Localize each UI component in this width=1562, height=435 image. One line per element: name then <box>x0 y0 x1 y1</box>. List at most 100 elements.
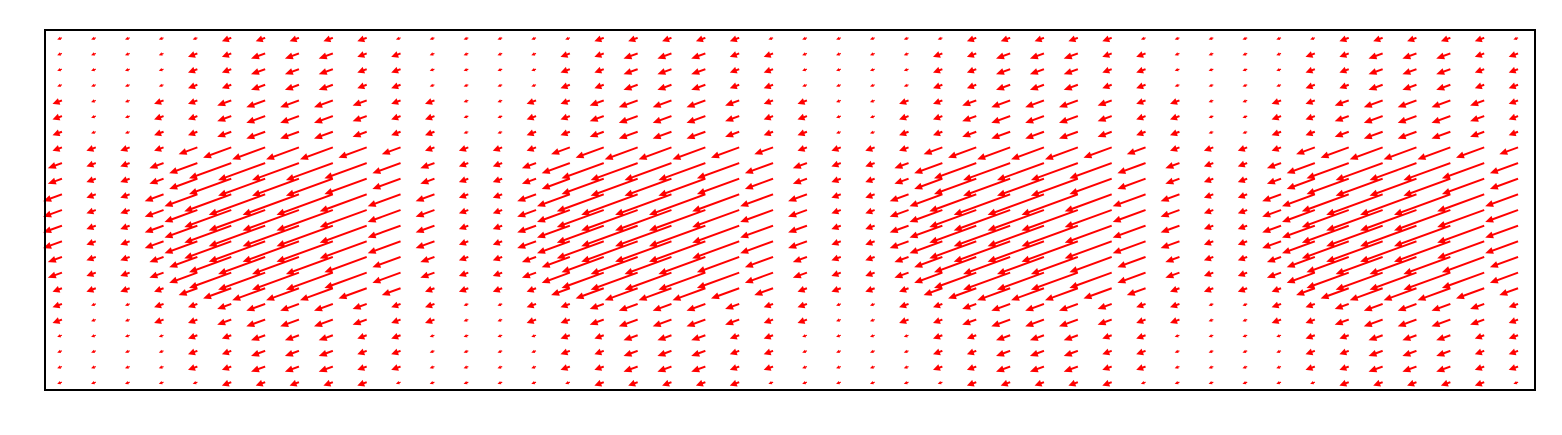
arrow <box>1117 271 1146 284</box>
arrow <box>1174 381 1180 385</box>
arrow <box>1165 271 1180 279</box>
arrow <box>91 36 96 40</box>
arrow <box>711 146 740 159</box>
arrow <box>831 286 842 293</box>
arrow <box>144 240 164 249</box>
arrow <box>149 271 164 279</box>
arrow <box>1508 82 1519 90</box>
arrow <box>966 364 977 371</box>
arrow <box>1485 240 1519 254</box>
arrow <box>740 224 774 239</box>
arrow <box>1305 301 1316 309</box>
arrow <box>649 209 706 232</box>
arrow <box>831 223 842 230</box>
arrow <box>870 130 875 134</box>
arrow <box>686 115 706 124</box>
arrow <box>120 160 130 168</box>
arrow <box>154 98 164 105</box>
arrow <box>425 145 435 152</box>
arrow <box>560 301 571 309</box>
arrow <box>149 177 164 185</box>
arrow <box>658 162 706 181</box>
arrow <box>1242 83 1248 87</box>
arrow <box>962 318 977 326</box>
arrow <box>1165 177 1180 185</box>
arrow <box>725 318 740 326</box>
arrow <box>463 68 469 72</box>
arrow <box>86 207 97 215</box>
arrow <box>652 130 672 140</box>
arrow <box>1339 364 1350 371</box>
arrow <box>1069 162 1112 179</box>
arrow <box>1025 130 1045 140</box>
arrow <box>1063 365 1079 373</box>
arrow <box>1030 162 1079 181</box>
arrow <box>1045 146 1079 160</box>
arrow <box>1485 224 1519 239</box>
arrow <box>255 35 266 43</box>
arrow <box>1470 318 1485 326</box>
arrow <box>1326 224 1383 247</box>
arrow <box>246 99 266 108</box>
arrow <box>1407 379 1417 387</box>
arrow <box>391 333 401 340</box>
arrow <box>594 51 605 58</box>
arrow <box>284 52 300 60</box>
arrow <box>691 68 706 75</box>
arrow <box>1097 130 1112 138</box>
arrow <box>1363 99 1383 108</box>
arrow <box>1335 177 1383 197</box>
arrow <box>120 176 130 183</box>
arrow <box>754 146 774 155</box>
arrow <box>565 381 571 385</box>
arrow <box>1360 209 1417 232</box>
arrow <box>1266 256 1282 263</box>
arrow <box>937 36 943 40</box>
arrow <box>125 83 130 87</box>
arrow <box>1456 146 1485 159</box>
arrow <box>1489 162 1519 174</box>
arrow <box>497 83 503 87</box>
arrow <box>729 348 740 356</box>
arrow <box>144 209 164 218</box>
arrow <box>657 68 672 75</box>
arrow <box>1140 36 1146 40</box>
arrow <box>218 271 266 291</box>
arrow <box>740 240 774 254</box>
arrow <box>1208 130 1214 134</box>
arrow <box>221 51 232 58</box>
arrow <box>188 364 198 371</box>
arrow <box>1334 318 1350 326</box>
arrow <box>391 51 401 58</box>
arrow <box>565 36 571 40</box>
arrow <box>1136 66 1146 74</box>
arrow <box>649 193 706 216</box>
arrow <box>1373 379 1383 387</box>
arrow <box>463 115 469 119</box>
arrow <box>458 160 469 168</box>
arrow <box>836 365 841 369</box>
arrow <box>594 82 605 90</box>
arrow <box>792 162 808 169</box>
arrow <box>1369 271 1417 291</box>
arrow <box>1334 99 1350 107</box>
arrow <box>429 83 435 87</box>
arrow <box>463 365 469 369</box>
arrow <box>1242 99 1248 103</box>
arrow <box>1063 83 1079 91</box>
arrow <box>1474 364 1485 371</box>
arrow <box>797 301 808 309</box>
arrow <box>497 99 503 103</box>
arrow <box>889 193 909 202</box>
arrow <box>221 379 232 387</box>
arrow <box>934 256 977 273</box>
arrow <box>870 36 875 40</box>
arrow <box>318 68 334 75</box>
arrow <box>1208 349 1214 353</box>
arrow <box>1403 256 1451 275</box>
arrow <box>531 365 537 369</box>
arrow <box>1276 381 1282 385</box>
arrow <box>933 364 943 371</box>
arrow <box>91 115 96 119</box>
arrow <box>120 286 130 293</box>
